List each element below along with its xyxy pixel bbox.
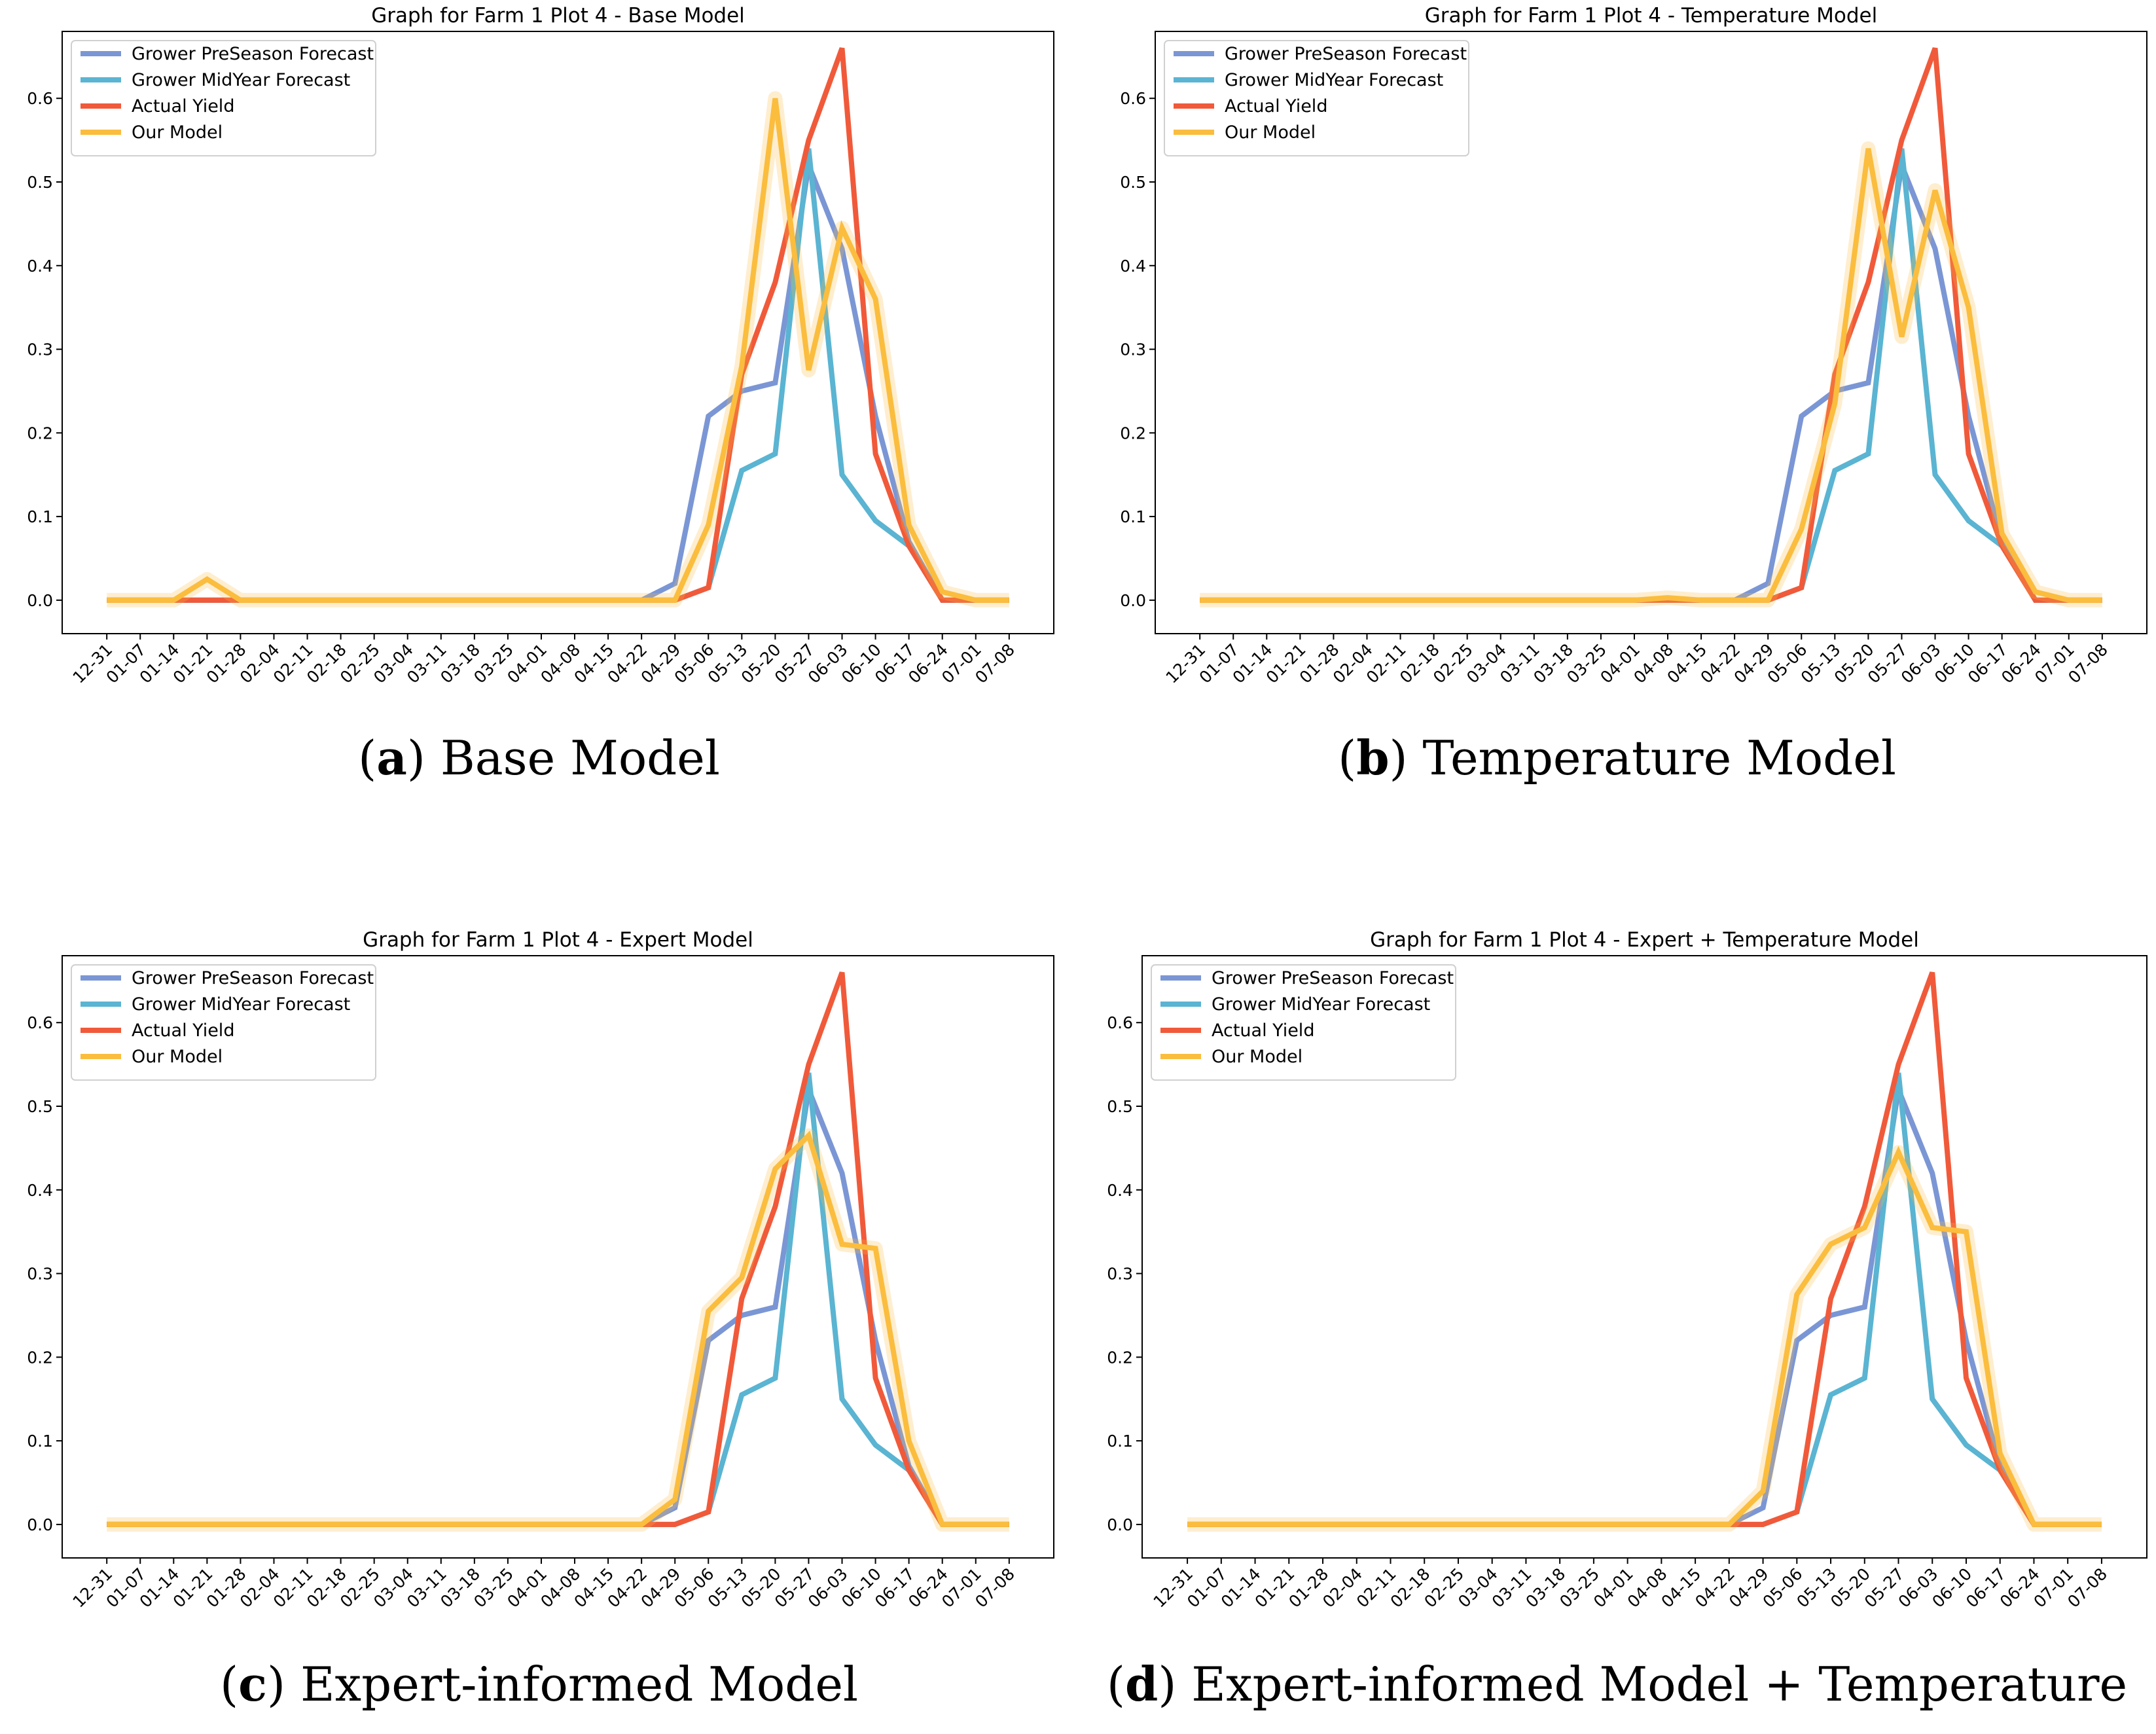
caption-c: (c) Expert-informed Model [220,1656,858,1712]
y-tick-label: 0.2 [27,1348,53,1367]
y-tick-label: 0.1 [1120,507,1146,526]
series-line-our-model [107,98,1009,603]
y-tick-label: 0.6 [1120,89,1146,108]
y-tick-label: 0.6 [1107,1013,1133,1032]
y-tick-label: 0.5 [27,173,53,192]
series-line-grower-preseason-forecast [1187,1079,2102,1527]
legend: Grower PreSeason Forecast Grower MidYear … [71,40,376,156]
y-tick-label: 0.4 [1120,257,1146,276]
y-tick-label: 0.6 [27,89,53,108]
y-tick-label: 0.3 [1107,1265,1133,1284]
y-tick-label: 0.5 [1120,173,1146,192]
y-tick-label: 0.4 [1107,1181,1133,1200]
chart-title: Graph for Farm 1 Plot 4 - Expert Model [363,928,753,952]
series-line-grower-midyear-forecast [107,1072,1009,1527]
legend-label-grower-midyear-forecast: Grower MidYear Forecast [132,70,350,90]
legend-label-actual-yield: Actual Yield [1225,96,1327,117]
chart-panel-a: Graph for Farm 1 Plot 4 - Base Model 0.0 0… [27,4,1054,687]
chart-title: Graph for Farm 1 Plot 4 - Temperature Mo… [1425,4,1877,27]
legend: Grower PreSeason Forecast Grower MidYear … [1151,964,1456,1081]
chart-panel-b: Graph for Farm 1 Plot 4 - Temperature Mo… [1120,4,2147,687]
y-tick-label: 0.3 [27,340,53,359]
legend-box [71,964,376,1081]
legend-label-grower-preseason-forecast: Grower PreSeason Forecast [132,968,374,988]
series-layer [107,47,1009,607]
legend-box [1151,964,1456,1081]
y-tick-label: 0.5 [27,1097,53,1116]
series-line-our-model [107,1130,1009,1527]
y-tick-label: 0.0 [1107,1515,1133,1534]
chart-panel-d: Graph for Farm 1 Plot 4 - Expert + Tempe… [1107,928,2147,1612]
series-line-grower-preseason-forecast [1200,155,2102,603]
plot-frame [62,955,1054,1559]
y-tick-label: 0.0 [27,1515,53,1534]
y-tick-label: 0.1 [27,1432,53,1451]
legend-box [1164,40,1469,156]
x-tick-label: 07-08 [2064,1564,2111,1612]
legend-label-our-model: Our Model [132,1047,223,1067]
chart-title: Graph for Farm 1 Plot 4 - Base Model [371,4,745,27]
series-line-grower-midyear-forecast [1187,1072,2102,1527]
y-tick-label: 0.3 [1120,340,1146,359]
legend-label-actual-yield: Actual Yield [132,96,234,117]
legend-label-actual-yield: Actual Yield [132,1021,234,1041]
plot-frame [1155,31,2147,634]
y-tick-label: 0.2 [1120,424,1146,443]
chart-panel-c: Graph for Farm 1 Plot 4 - Expert Model 0.… [27,928,1054,1612]
legend-label-our-model: Our Model [1212,1047,1303,1067]
legend-label-our-model: Our Model [132,122,223,143]
series-line-grower-preseason-forecast [107,1079,1009,1527]
y-tick-label: 0.1 [1107,1432,1133,1451]
legend-box [71,40,376,156]
y-tick-label: 0.4 [27,257,53,276]
legend-label-grower-preseason-forecast: Grower PreSeason Forecast [1212,968,1454,988]
legend-label-our-model: Our Model [1225,122,1316,143]
chart-title: Graph for Farm 1 Plot 4 - Expert + Tempe… [1370,928,1919,952]
plot-frame [62,31,1054,634]
series-band-our-model [107,91,1009,607]
legend-label-actual-yield: Actual Yield [1212,1021,1314,1041]
y-tick-label: 0.6 [27,1013,53,1032]
caption-b: (b) Temperature Model [1338,730,1896,786]
y-tick-label: 0.3 [27,1265,53,1284]
series-line-grower-midyear-forecast [1200,148,2102,603]
legend: Grower PreSeason Forecast Grower MidYear … [71,964,376,1081]
series-line-grower-preseason-forecast [107,155,1009,603]
y-tick-label: 0.0 [1120,591,1146,610]
series-layer [1200,47,2102,607]
legend-label-grower-midyear-forecast: Grower MidYear Forecast [1225,70,1443,90]
legend-label-grower-preseason-forecast: Grower PreSeason Forecast [132,44,374,64]
caption-a: (a) Base Model [358,730,720,786]
y-tick-label: 0.2 [27,424,53,443]
y-tick-label: 0.2 [1107,1348,1133,1367]
y-tick-label: 0.4 [27,1181,53,1200]
series-line-our-model [1200,148,2102,603]
caption-d: (d) Expert-informed Model + Temperature [1106,1656,2128,1712]
y-tick-label: 0.5 [1107,1097,1133,1116]
legend-label-grower-midyear-forecast: Grower MidYear Forecast [1212,994,1430,1015]
legend-label-grower-midyear-forecast: Grower MidYear Forecast [132,994,350,1015]
series-line-our-model [1187,1146,2102,1527]
y-tick-label: 0.1 [27,507,53,526]
series-band-our-model [1200,141,2102,607]
legend: Grower PreSeason Forecast Grower MidYear … [1164,40,1469,156]
series-line-grower-midyear-forecast [107,148,1009,603]
series-layer [107,971,1009,1532]
y-tick-label: 0.0 [27,591,53,610]
plot-frame [1141,955,2147,1559]
legend-label-grower-preseason-forecast: Grower PreSeason Forecast [1225,44,1467,64]
series-layer [1187,971,2102,1532]
